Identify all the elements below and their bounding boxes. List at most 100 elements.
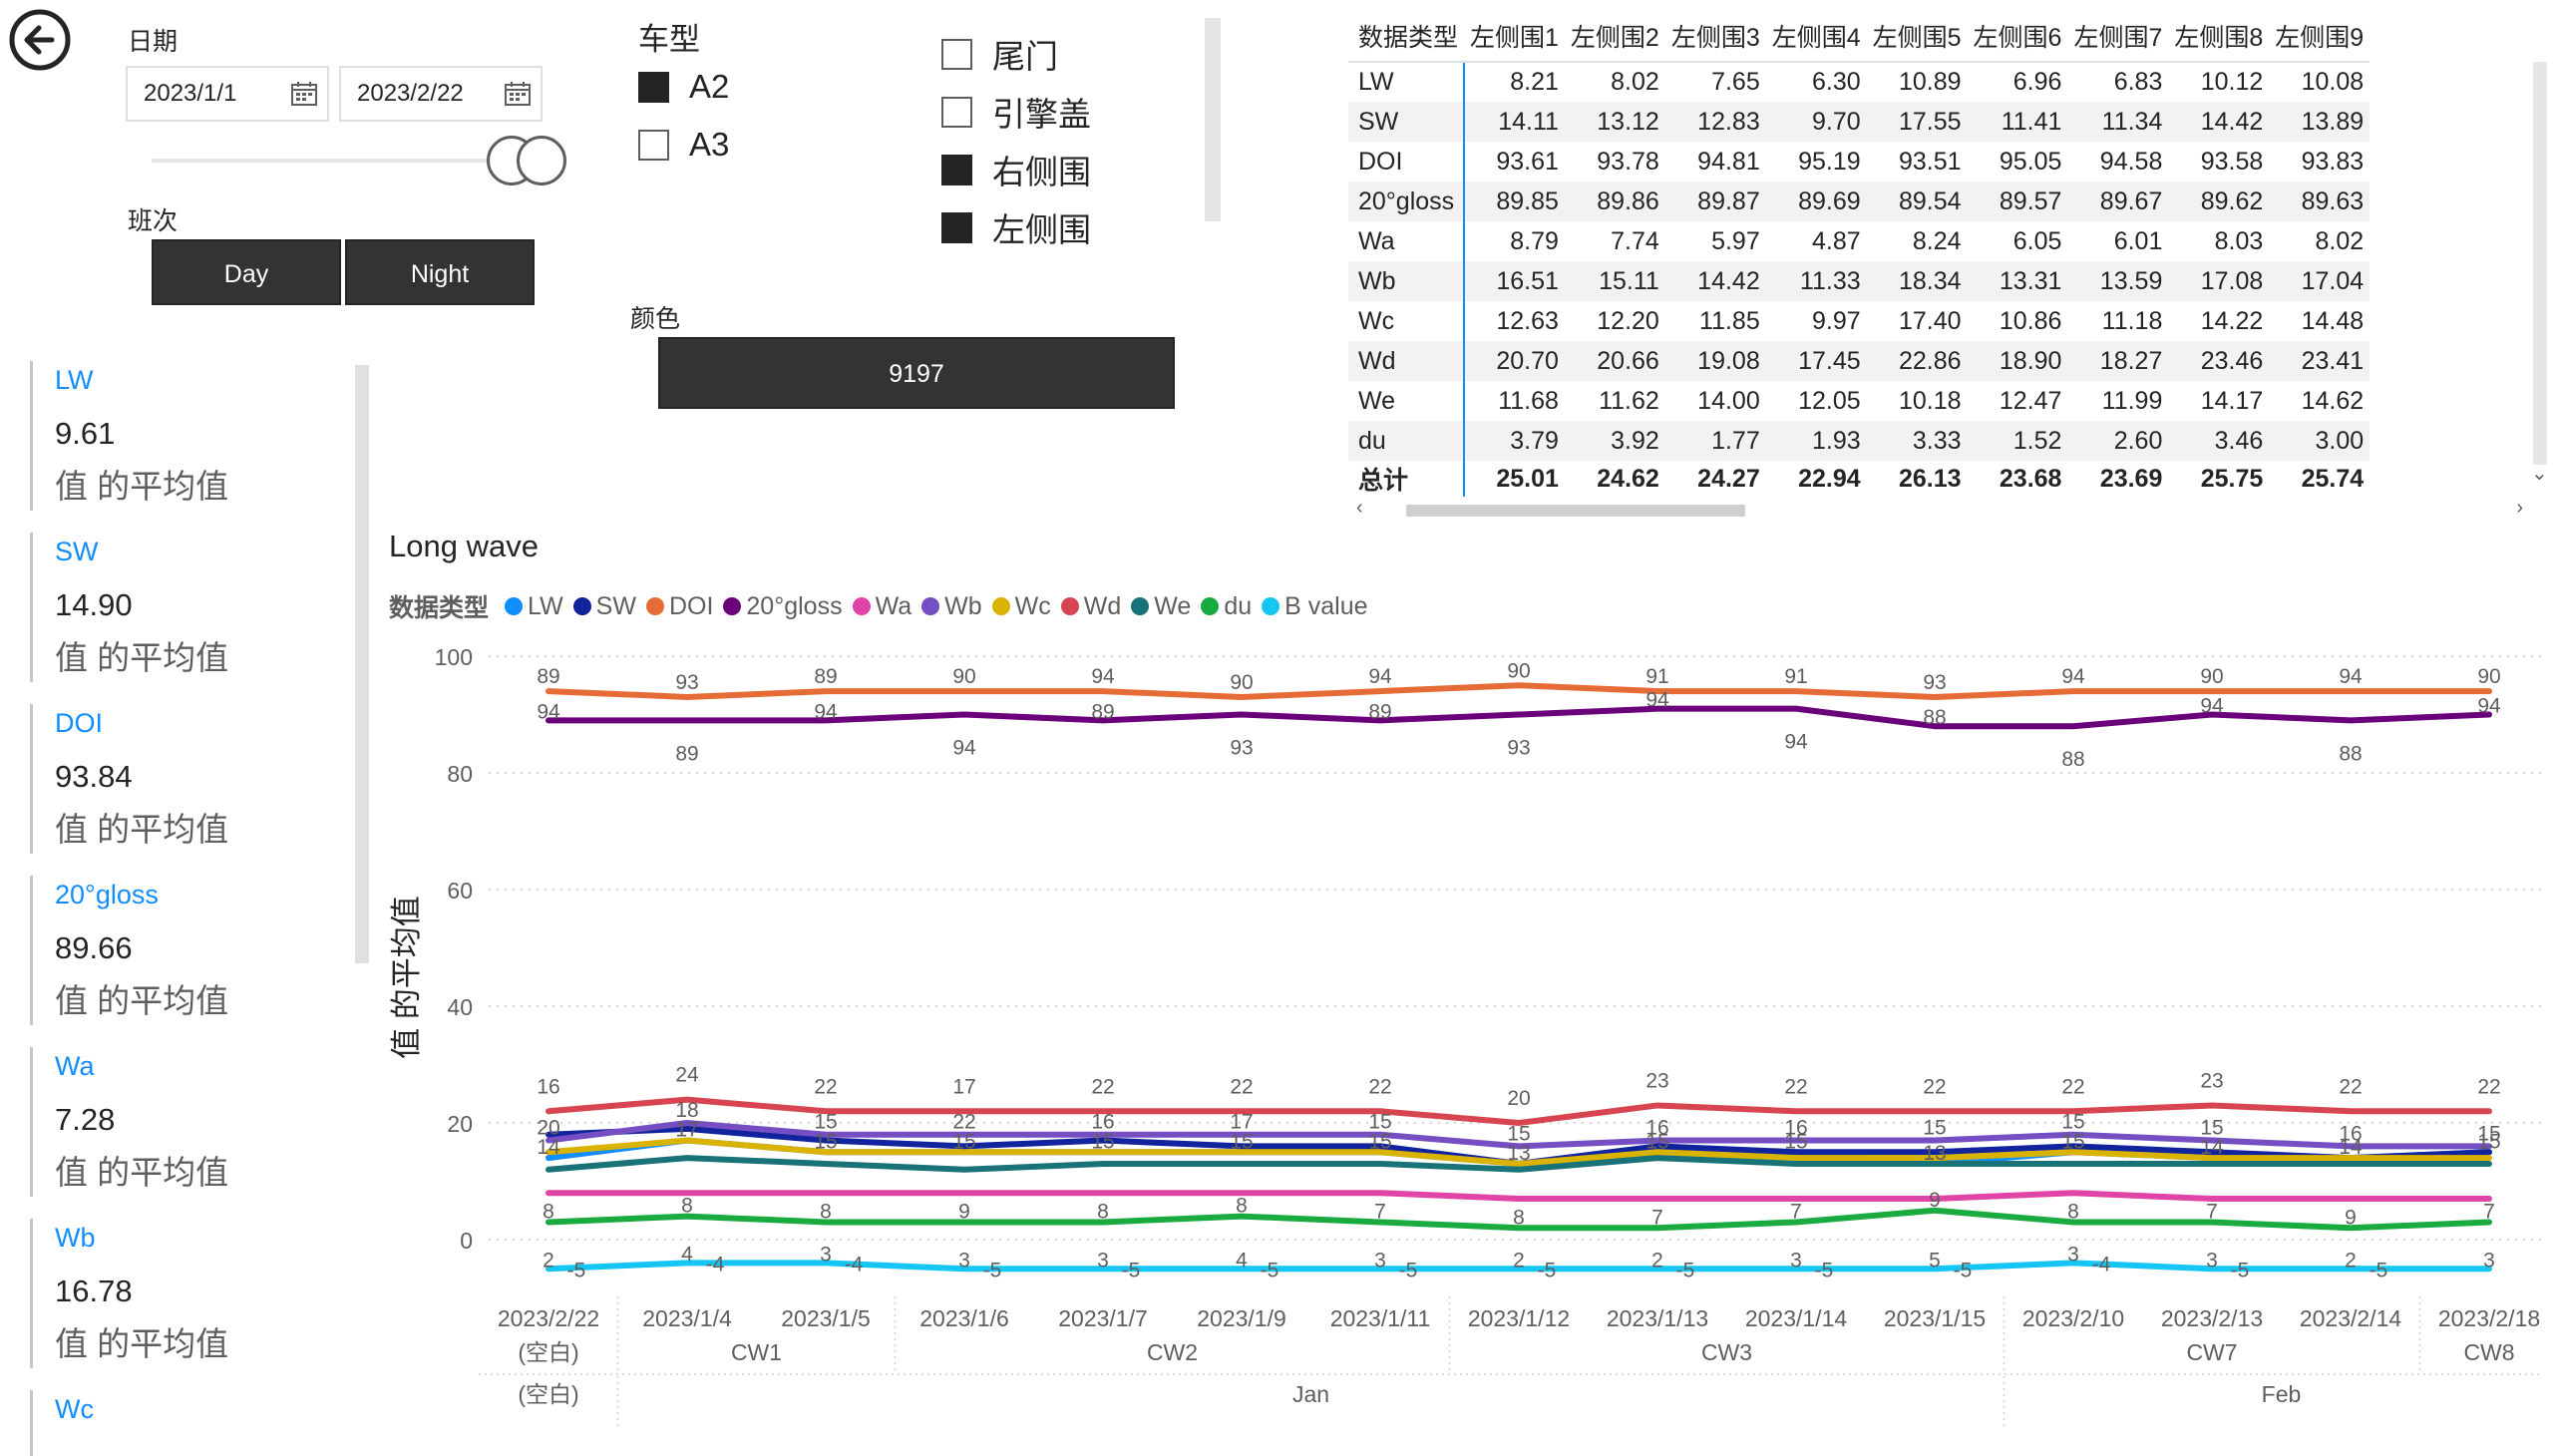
data-label: 89	[814, 665, 837, 688]
part-option-tailgate[interactable]: 尾门	[941, 30, 1058, 78]
legend-item[interactable]: Wc	[991, 592, 1051, 621]
scroll-left-icon[interactable]: ‹	[1356, 497, 1363, 519]
matrix-row[interactable]: du 3.79 3.92 1.77 1.93 3.33 1.52 2.60 3.46 3.00	[1348, 421, 2371, 461]
x-tick-label: 2023/1/15	[1884, 1305, 1986, 1331]
legend-item-label: 20°gloss	[746, 591, 843, 620]
matrix-row[interactable]: Wb 16.51 15.11 14.42 11.33 18.34 13.31 13.59 17.…	[1348, 261, 2371, 301]
kpi-card-wc: Wc	[30, 1390, 349, 1456]
model-option-a3[interactable]: A3	[638, 126, 729, 164]
matrix-row[interactable]: SW 14.11 13.12 12.83 9.70 17.55 11.41 11.34 14.4…	[1348, 102, 2371, 142]
data-label: 93	[1507, 737, 1530, 760]
matrix-header-cell[interactable]: 左侧围6	[1967, 10, 2068, 63]
color-option-button[interactable]: 9197	[658, 337, 1175, 409]
scroll-right-icon[interactable]: ›	[2516, 497, 2523, 519]
legend-item-label: LW	[528, 591, 563, 620]
series-line	[546, 1120, 2492, 1150]
matrix-cell: 10.89	[1898, 68, 1962, 96]
matrix-header-cell[interactable]: 左侧围9	[2269, 10, 2371, 63]
matrix-header-cell[interactable]: 左侧围4	[1765, 10, 1867, 63]
matrix-total-cell: 25.74	[2301, 464, 2365, 493]
matrix-cell: 11.68	[1498, 386, 1559, 415]
matrix-header-cell[interactable]: 左侧围5	[1866, 10, 1968, 63]
kpi-value: 16.78	[55, 1274, 133, 1308]
legend-item-label: Wb	[944, 591, 982, 620]
legend-item[interactable]: Wb	[921, 592, 982, 621]
matrix-header-cell[interactable]: 左侧围8	[2168, 10, 2270, 63]
legend-item[interactable]: B value	[1262, 592, 1368, 621]
legend-item[interactable]: Wd	[1060, 592, 1121, 621]
kpi-panel-scrollbar[interactable]	[355, 365, 369, 963]
x-tick-label: 2023/1/12	[1468, 1305, 1570, 1331]
data-label: 15	[1645, 1130, 1668, 1153]
series-line	[546, 705, 2492, 730]
checkbox-empty-icon	[941, 96, 972, 128]
matrix-cell: 13.59	[2067, 261, 2169, 301]
date-range-slider-handle-end[interactable]	[517, 136, 566, 185]
part-option-hood[interactable]: 引擎盖	[941, 88, 1091, 136]
matrix-row[interactable]: DOI 93.61 93.78 94.81 95.19 93.51 95.05 94.58 93…	[1348, 142, 2370, 182]
data-label: -5	[1676, 1259, 1695, 1281]
matrix-header-cell[interactable]: 左侧围7	[2067, 10, 2169, 63]
matrix-row[interactable]: We 11.68 11.62 14.00 12.05 10.18 12.47 11.99 14.…	[1348, 381, 2370, 421]
matrix-row[interactable]: 20°gloss 89.85 89.86 89.87 89.69 89.54 89.57 89…	[1348, 182, 2371, 221]
date-start-input[interactable]: 2023/1/1	[126, 66, 329, 122]
part-option-right-side[interactable]: 右侧围	[941, 146, 1091, 193]
data-label: 22	[1091, 1075, 1114, 1098]
shift-day-button[interactable]: Day	[152, 239, 341, 305]
matrix-cell: 3.33	[1866, 421, 1968, 461]
matrix-cell: 12.83	[1664, 102, 1766, 142]
legend-item[interactable]: du	[1201, 592, 1252, 621]
data-label: 88	[1923, 706, 1946, 729]
model-option-a2[interactable]: A2	[638, 68, 729, 106]
matrix-row[interactable]: Wa 8.79 7.74 5.97 4.87 8.24 6.05 6.01 8.03 8.02	[1348, 221, 2370, 261]
matrix-horizontal-scrollbar[interactable]: ‹ ›	[1348, 497, 2531, 519]
date-start-value: 2023/1/1	[144, 80, 237, 107]
data-label: -5	[567, 1259, 586, 1281]
data-label: 8	[543, 1200, 554, 1223]
matrix-cell: 6.83	[2113, 68, 2163, 96]
data-label: 8	[1513, 1206, 1525, 1229]
matrix-cell: 11.34	[2067, 102, 2169, 142]
x-tick-label: 2023/2/13	[2161, 1305, 2263, 1331]
x-tick-label: 2023/1/9	[1197, 1305, 1286, 1331]
back-button[interactable]	[8, 8, 72, 72]
data-label: 94	[537, 700, 560, 723]
series-line	[546, 1137, 2492, 1167]
matrix-cell: 3.00	[2269, 421, 2371, 461]
data-label: 16	[1091, 1111, 1114, 1134]
matrix-cell: 11.99	[2101, 386, 2163, 415]
legend-item[interactable]: SW	[572, 591, 636, 621]
matrix-header-cell[interactable]: 数据类型	[1348, 10, 1465, 63]
legend-item[interactable]: We	[1131, 592, 1191, 621]
legend-item[interactable]: LW	[505, 592, 563, 621]
data-label: 2	[1513, 1249, 1525, 1272]
matrix-row[interactable]: LW 8.21 8.02 7.65 6.30 10.89 6.96 6.83 10.12 10.0…	[1348, 62, 2370, 102]
legend-dot-icon	[572, 597, 591, 615]
data-label: 15	[814, 1130, 837, 1153]
data-label: 2	[543, 1249, 554, 1272]
matrix-row[interactable]: Wc 12.63 12.20 11.85 9.97 17.40 10.86 11.18 14.2…	[1348, 301, 2370, 341]
data-label: 2	[1651, 1249, 1663, 1272]
legend-item[interactable]: DOI	[645, 592, 713, 621]
data-label: 90	[1230, 671, 1253, 694]
horizontal-scroll-thumb[interactable]	[1406, 505, 1745, 517]
matrix-header-cell[interactable]: 左侧围1	[1464, 10, 1565, 63]
matrix-total-label: 总计	[1348, 461, 1466, 497]
matrix-cell: 95.05	[1999, 147, 2062, 176]
matrix-row[interactable]: Wd 20.70 20.66 19.08 17.45 22.86 18.90 18.27 23.…	[1348, 341, 2371, 381]
matrix-header-cell[interactable]: 左侧围2	[1564, 10, 1665, 63]
shift-night-button[interactable]: Night	[345, 239, 535, 305]
data-label: 3	[1790, 1249, 1802, 1272]
matrix-vertical-scrollbar[interactable]	[2533, 62, 2547, 465]
matrix-header-cell[interactable]: 左侧围3	[1664, 10, 1766, 63]
date-end-input[interactable]: 2023/2/22	[339, 66, 543, 122]
kpi-subtitle: 值 的平均值	[55, 1154, 229, 1191]
legend-item-label: SW	[595, 591, 636, 620]
part-option-left-side[interactable]: 左侧围	[941, 203, 1091, 251]
y-axis-label: 值 的平均值	[389, 896, 424, 1059]
scroll-down-icon[interactable]: ⌄	[2531, 463, 2548, 485]
date-range-slider-track[interactable]	[152, 159, 531, 163]
legend-item[interactable]: 20°gloss	[723, 591, 843, 621]
legend-item[interactable]: Wa	[852, 592, 912, 621]
part-slicer-scrollbar[interactable]	[1205, 18, 1221, 221]
